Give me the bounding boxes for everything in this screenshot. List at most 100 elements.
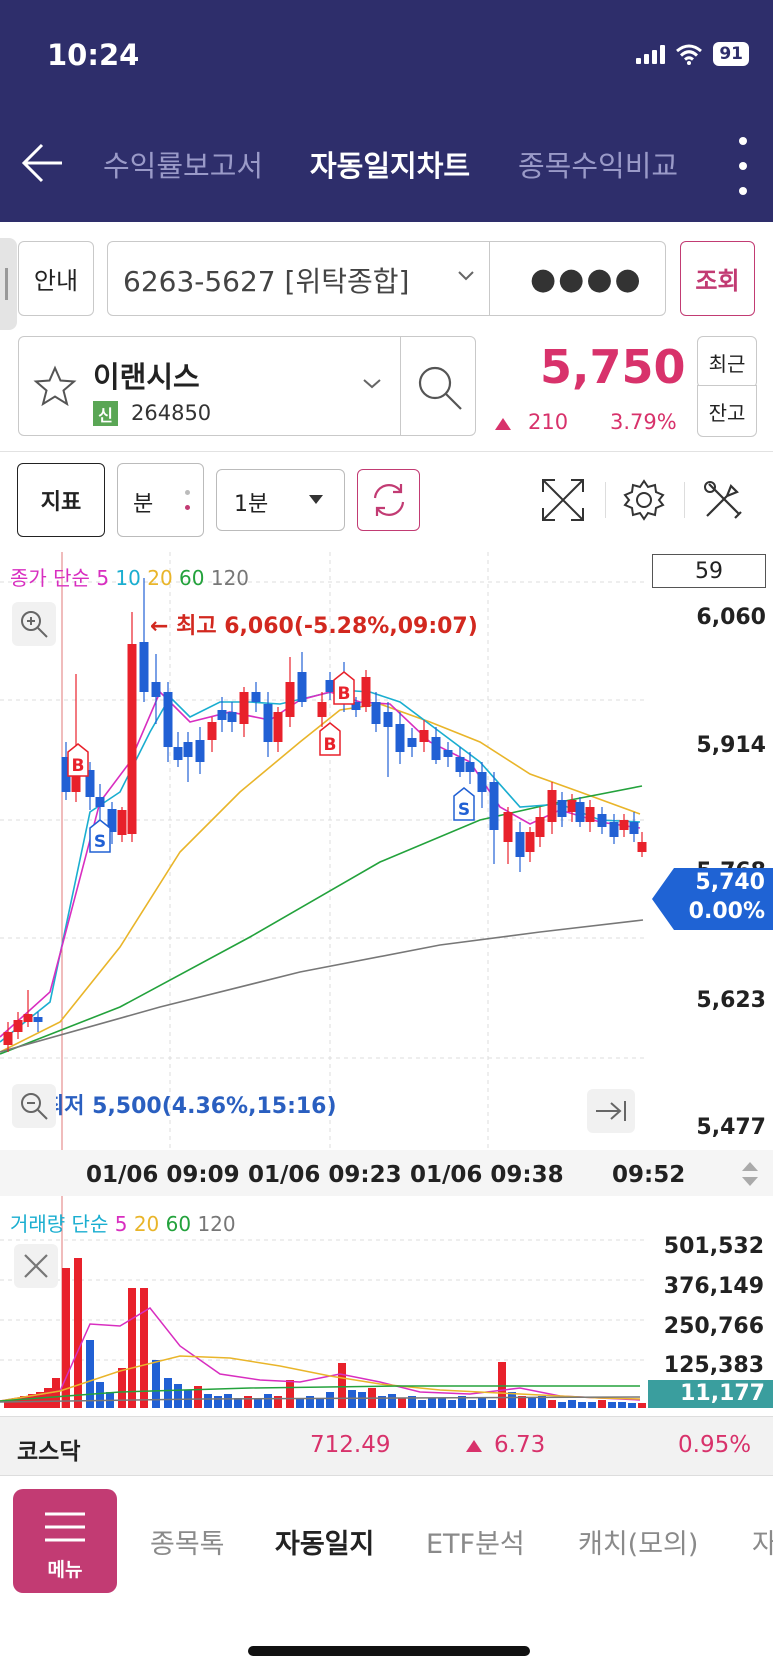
volume-bar <box>568 1400 576 1408</box>
stock-selector[interactable] <box>18 336 476 436</box>
candle-body <box>477 772 487 792</box>
volume-bar <box>408 1396 416 1408</box>
period-label: 분 <box>133 492 154 517</box>
indicator-button[interactable]: 지표 <box>17 463 105 537</box>
tab-etf-analysis[interactable]: ETF분석 <box>426 1529 525 1560</box>
tools-icon[interactable] <box>701 478 745 522</box>
legend-ma5: 5 <box>114 1212 128 1236</box>
tab-stock-talk[interactable]: 종목톡 <box>150 1529 225 1560</box>
password-field[interactable]: ●●●● <box>530 262 643 297</box>
volume-bar <box>358 1392 366 1408</box>
tab-auto-journal-chart[interactable]: 자동일지차트 <box>310 149 471 183</box>
scroll-to-end-button[interactable] <box>587 1089 635 1133</box>
volume-bar <box>618 1402 626 1408</box>
candle-body <box>637 842 647 852</box>
balance-button[interactable]: 잔고 <box>697 385 757 437</box>
query-button[interactable]: 조회 <box>680 241 755 316</box>
chevron-down-icon[interactable] <box>362 378 382 390</box>
tab-auto-journal[interactable]: 자동일지 <box>275 1529 375 1560</box>
volume-bar <box>316 1398 324 1408</box>
recent-button[interactable]: 최근 <box>697 336 757 388</box>
volume-bar <box>234 1398 242 1408</box>
toolbar-separator <box>0 451 773 452</box>
volume-bar <box>96 1382 104 1408</box>
candle-body <box>383 712 393 727</box>
candle-body <box>535 817 545 837</box>
candle-body <box>465 762 475 772</box>
price-change: 210 <box>528 410 569 434</box>
more-menu-icon[interactable] <box>733 137 753 195</box>
buy-marker-badge <box>67 743 89 777</box>
candle-body <box>557 800 567 817</box>
interval-value: 1분 <box>234 492 269 517</box>
volume-ma5-line <box>0 1307 641 1402</box>
current-price-tag: 5,740 0.00% <box>652 868 773 930</box>
zoom-out-button[interactable] <box>12 1084 56 1128</box>
index-bar[interactable]: 코스닥 712.49 6.73 0.95% <box>0 1416 773 1476</box>
volume-bar <box>296 1398 304 1408</box>
volume-bar <box>62 1268 70 1408</box>
volume-bar <box>468 1400 476 1408</box>
volume-bar <box>558 1402 566 1408</box>
refresh-button[interactable] <box>357 469 420 531</box>
volume-bar <box>244 1396 252 1408</box>
volume-bar <box>254 1398 262 1408</box>
candle-body <box>371 702 381 724</box>
star-icon[interactable] <box>33 365 77 407</box>
index-pct: 0.95% <box>678 1432 752 1458</box>
sort-arrows-icon[interactable] <box>738 1158 762 1190</box>
candle-body <box>227 712 237 722</box>
volume-bar <box>418 1400 426 1408</box>
tab-stock-return-compare[interactable]: 종목수익비교 <box>518 149 679 183</box>
candle-body <box>455 757 465 772</box>
zoom-in-icon <box>21 611 48 638</box>
left-handle-grip <box>5 268 8 300</box>
candle-body <box>195 740 205 762</box>
candle-body <box>23 1014 33 1022</box>
candle-body <box>151 682 161 697</box>
gear-icon[interactable] <box>622 478 666 522</box>
candle-body <box>139 642 149 692</box>
volume-ma20-line <box>0 1355 641 1402</box>
volume-chart[interactable]: 거래량 단순 5 20 60 120 501,532 376,149 250,7… <box>0 1196 773 1408</box>
volume-bar <box>388 1394 396 1408</box>
volume-bar <box>458 1396 466 1408</box>
volume-bar <box>518 1396 526 1408</box>
guide-button[interactable]: 안내 <box>18 241 94 316</box>
current-price-value: 5,740 <box>695 870 765 895</box>
candle-body <box>107 809 117 832</box>
candle-body <box>61 757 71 792</box>
close-volume-button[interactable] <box>14 1244 58 1288</box>
account-selector[interactable] <box>107 241 666 316</box>
back-arrow-icon[interactable] <box>18 135 68 191</box>
volume-tick: 376,149 <box>663 1274 764 1299</box>
legend-title: 거래량 단순 <box>10 1212 109 1236</box>
left-handle[interactable] <box>0 238 17 330</box>
candle-body <box>567 800 577 812</box>
close-icon <box>24 1254 48 1278</box>
tab-more[interactable]: 자 <box>752 1529 773 1560</box>
volume-bar <box>398 1398 406 1408</box>
volume-chart-svg <box>0 1196 646 1408</box>
expand-icon[interactable] <box>540 477 586 523</box>
volume-bar <box>224 1394 232 1408</box>
volume-bar <box>12 1398 20 1408</box>
tab-catch-mock[interactable]: 캐치(모의) <box>578 1529 699 1560</box>
candle-body <box>619 820 629 830</box>
volume-bar <box>378 1396 386 1408</box>
candle-body <box>117 810 127 835</box>
tab-return-report[interactable]: 수익률보고서 <box>103 149 264 183</box>
menu-button[interactable]: 메뉴 <box>13 1489 117 1593</box>
price-chart[interactable]: B B B S S 종가 단순 5 10 20 60 120 ← 최고 6,060(-5… <box>0 552 773 1150</box>
sell-marker-label: S <box>94 832 106 852</box>
stock-name: 이랜시스 <box>93 360 200 394</box>
legend-ma20: 20 <box>133 1212 160 1236</box>
candle-count-badge[interactable]: 59 <box>652 554 766 588</box>
stock-code: 264850 <box>131 401 212 425</box>
zoom-in-button[interactable] <box>12 602 56 646</box>
interval-select[interactable] <box>216 469 345 531</box>
period-button[interactable] <box>117 463 204 537</box>
search-icon[interactable] <box>415 363 465 413</box>
volume-tick: 501,532 <box>663 1234 764 1259</box>
